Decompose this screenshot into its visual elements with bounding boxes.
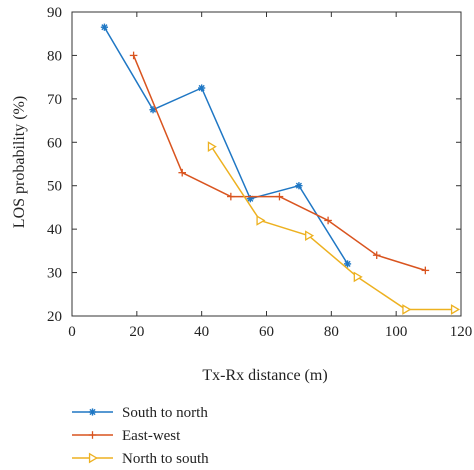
y-tick-label: 70 [47, 92, 62, 108]
y-tick-label: 50 [47, 179, 62, 195]
data-point [100, 23, 109, 31]
legend-marker [88, 452, 98, 464]
legend-label: East-west [122, 428, 181, 444]
y-tick-label: 40 [47, 222, 62, 238]
x-axis-ticks: 0 20 40 60 80 100 120 [68, 12, 472, 340]
x-tick-label: 120 [450, 324, 473, 340]
x-axis-label: Tx-Rx distance (m) [202, 367, 327, 384]
y-tick-label: 30 [47, 266, 62, 282]
series-2 [129, 51, 430, 275]
x-tick-label: 0 [68, 324, 76, 340]
legend-label: North to south [122, 451, 209, 467]
series-line [132, 55, 426, 272]
legend-item: North to south [72, 451, 209, 467]
data-point [198, 84, 206, 92]
legend-marker [88, 408, 97, 416]
data-point [421, 266, 430, 275]
data-point [178, 168, 187, 177]
data-point [256, 215, 266, 226]
data-point [372, 251, 381, 259]
legend-label: South to north [122, 405, 208, 421]
data-point [324, 216, 332, 225]
data-point [353, 271, 363, 283]
data-point [207, 141, 217, 152]
x-tick-label: 100 [385, 324, 408, 340]
data-point [343, 260, 352, 268]
y-tick-label: 60 [47, 135, 62, 151]
plot-area [71, 11, 462, 317]
plot-frame [71, 11, 462, 317]
data-point [129, 51, 138, 60]
x-tick-label: 80 [324, 324, 339, 340]
series-line [103, 26, 349, 265]
data-point [227, 192, 235, 201]
x-tick-label: 60 [259, 324, 274, 340]
series-line [210, 146, 455, 311]
y-tick-label: 20 [47, 309, 62, 325]
data-point [450, 304, 460, 315]
legend-item: East-west [72, 428, 181, 444]
x-tick-label: 40 [194, 324, 209, 340]
y-axis-label: LOS probability (%) [11, 96, 28, 228]
data-point [295, 182, 303, 190]
legend-marker [88, 431, 97, 439]
y-axis-ticks: 20 30 40 50 60 70 80 90 [47, 5, 461, 325]
data-point [275, 192, 284, 201]
x-tick-label: 20 [129, 324, 144, 340]
series-layer [100, 23, 460, 315]
data-point [402, 304, 412, 315]
series-1 [100, 23, 352, 268]
legend-item: South to north [72, 405, 208, 421]
data-point [305, 230, 315, 241]
y-tick-label: 90 [47, 5, 62, 21]
legend: South to north East-west North to south [72, 405, 209, 467]
y-tick-label: 80 [47, 48, 62, 64]
series-3 [207, 141, 460, 315]
